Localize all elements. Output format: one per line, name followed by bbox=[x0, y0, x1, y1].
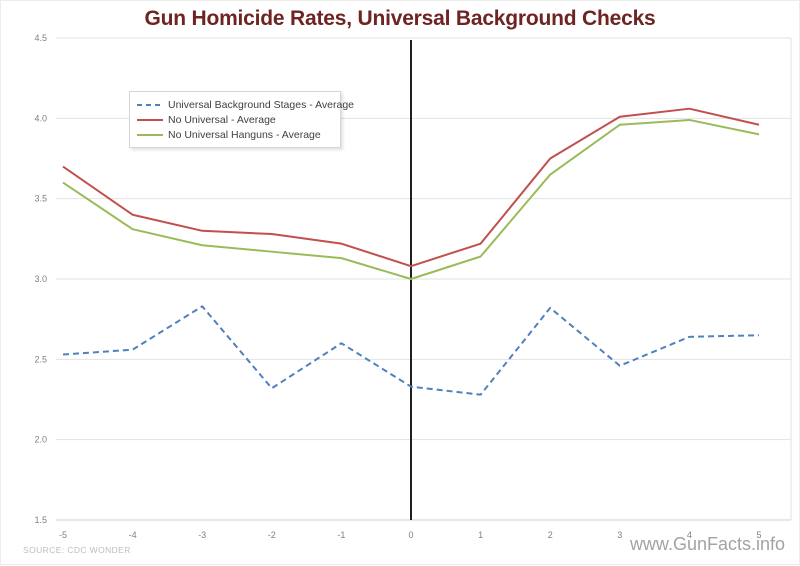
legend-label: Universal Background Stages - Average bbox=[168, 98, 354, 111]
legend-swatch-solid-line bbox=[137, 133, 163, 136]
svg-text:2.5: 2.5 bbox=[34, 354, 47, 364]
legend-item-universal-background-stages: Universal Background Stages - Average bbox=[137, 97, 354, 112]
svg-text:3: 3 bbox=[617, 530, 622, 540]
chart-legend: Universal Background Stages - Average No… bbox=[129, 91, 354, 148]
svg-text:5: 5 bbox=[756, 530, 761, 540]
svg-text:4.0: 4.0 bbox=[34, 113, 47, 123]
svg-text:0: 0 bbox=[408, 530, 413, 540]
source-note: SOURCE: CDC WONDER bbox=[23, 545, 131, 555]
svg-text:4.5: 4.5 bbox=[34, 33, 47, 43]
svg-text:-4: -4 bbox=[129, 530, 137, 540]
legend-label: No Universal Hanguns - Average bbox=[168, 128, 321, 141]
svg-text:-5: -5 bbox=[59, 530, 67, 540]
legend-item-no-universal: No Universal - Average bbox=[137, 112, 334, 127]
svg-text:-2: -2 bbox=[268, 530, 276, 540]
watermark-link[interactable]: www.GunFacts.info bbox=[629, 534, 785, 554]
svg-text:4: 4 bbox=[687, 530, 692, 540]
chart-title: Gun Homicide Rates, Universal Background… bbox=[144, 7, 656, 30]
legend-swatch-solid-line bbox=[137, 118, 163, 121]
svg-text:2.0: 2.0 bbox=[34, 435, 47, 445]
svg-text:1.5: 1.5 bbox=[34, 515, 47, 525]
svg-text:1: 1 bbox=[478, 530, 483, 540]
svg-text:3.5: 3.5 bbox=[34, 194, 47, 204]
svg-text:-3: -3 bbox=[198, 530, 206, 540]
svg-text:2: 2 bbox=[548, 530, 553, 540]
svg-text:3.0: 3.0 bbox=[34, 274, 47, 284]
legend-label: No Universal - Average bbox=[168, 113, 276, 126]
legend-item-no-universal-handguns: No Universal Hanguns - Average bbox=[137, 127, 334, 142]
svg-text:-1: -1 bbox=[337, 530, 345, 540]
legend-swatch-dashed-line bbox=[137, 103, 163, 106]
